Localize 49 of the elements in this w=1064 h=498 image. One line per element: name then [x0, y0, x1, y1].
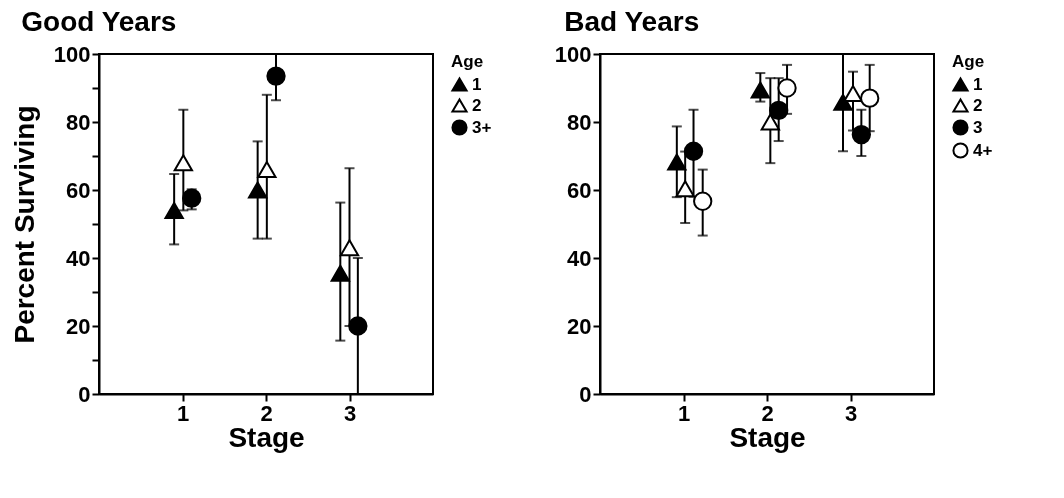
point	[683, 141, 704, 161]
y-tick-label: 60	[66, 177, 91, 203]
point	[777, 78, 797, 98]
legend-title: Age	[451, 52, 484, 71]
point	[164, 201, 184, 219]
y-tick-label: 60	[567, 177, 592, 203]
y-tick-label: 20	[66, 313, 91, 339]
point	[348, 316, 368, 336]
y-tick-label: 0	[78, 381, 91, 407]
point	[667, 153, 687, 171]
legend-label: 3	[973, 117, 983, 137]
legend-label: 1	[472, 74, 482, 94]
point	[860, 88, 880, 108]
chart-title: Good Years	[21, 6, 177, 37]
legend-label: 4+	[973, 140, 993, 160]
point	[339, 239, 360, 257]
point	[182, 188, 202, 208]
legend-label: 3+	[472, 117, 492, 137]
y-tick-label: 20	[567, 313, 592, 339]
chart-title: Bad Years	[564, 6, 700, 37]
y-axis-title: Percent Surviving	[8, 105, 40, 344]
y-tick-label: 80	[567, 109, 592, 135]
y-tick-label: 0	[579, 381, 592, 407]
y-tick-label: 100	[554, 41, 592, 67]
point	[247, 181, 268, 199]
y-tick-label: 40	[66, 245, 91, 271]
x-tick-label: 3	[343, 400, 357, 426]
point	[330, 264, 350, 282]
point	[693, 191, 713, 211]
point	[173, 154, 193, 172]
point	[851, 124, 872, 145]
x-tick-label: 1	[677, 400, 691, 426]
legend-label: 1	[973, 74, 983, 94]
point	[769, 100, 789, 121]
point	[833, 93, 853, 111]
point	[675, 180, 695, 198]
legend-title: Age	[952, 52, 985, 71]
y-tick-label: 40	[567, 245, 592, 271]
point	[843, 84, 863, 102]
y-tick-label: 100	[53, 41, 91, 67]
point	[266, 66, 286, 86]
point	[257, 161, 277, 179]
point	[750, 81, 770, 99]
legend-label: 2	[973, 95, 983, 115]
legend-label: 2	[472, 95, 482, 115]
x-tick-label: 3	[844, 400, 858, 426]
point	[760, 113, 780, 131]
x-tick-label: 1	[176, 400, 190, 426]
y-tick-label: 80	[66, 109, 91, 135]
